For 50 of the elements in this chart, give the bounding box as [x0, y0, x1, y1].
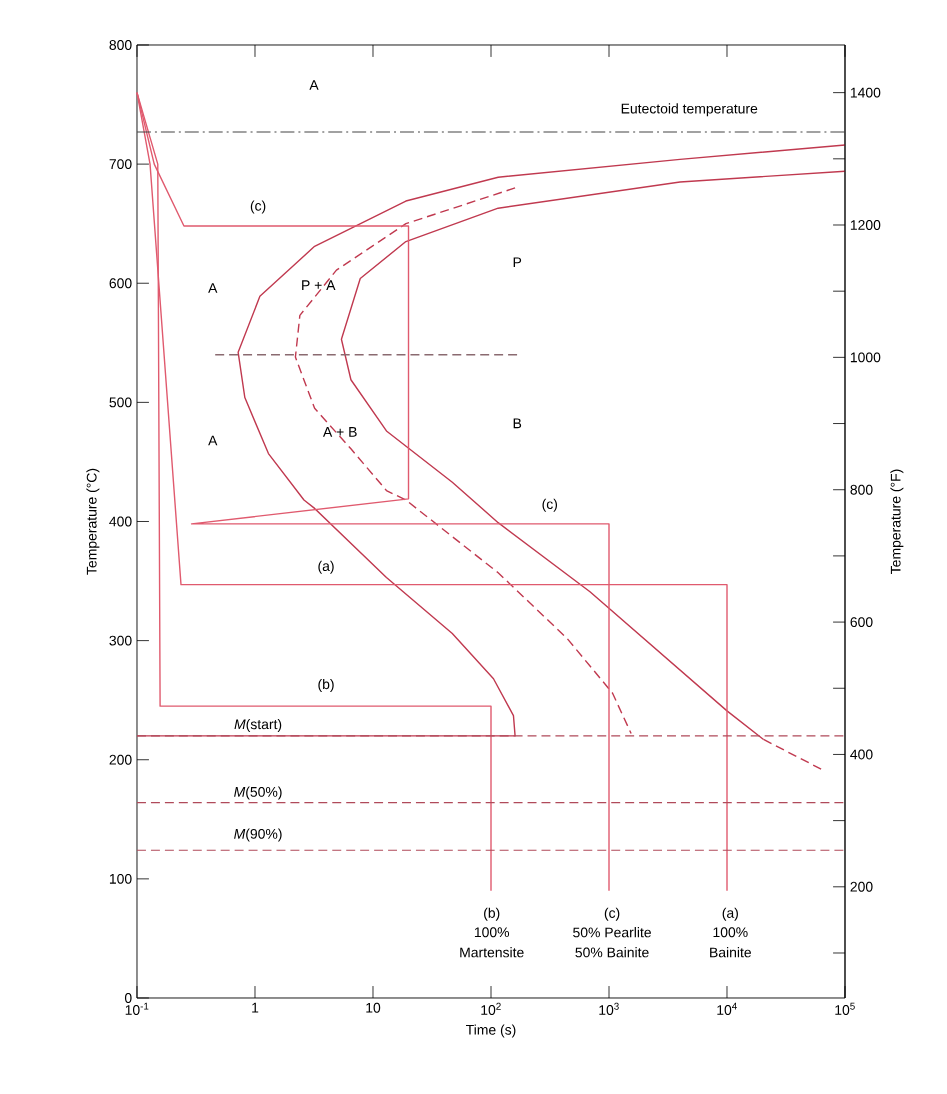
y2-tick-label: 1000 — [850, 352, 881, 363]
x-tick-label: 10 — [366, 1002, 381, 1013]
annotation: Martensite — [460, 947, 524, 958]
y-tick-label: 600 — [109, 278, 132, 289]
y-tick-label: 500 — [109, 397, 132, 408]
x-tick-label: 10$^{5}$ — [835, 1002, 855, 1015]
annotation: Eutectoid temperature — [621, 103, 758, 117]
annotation: (a) — [722, 907, 738, 921]
y-tick-label: 100 — [109, 873, 132, 884]
y2-tick-label: 1200 — [850, 220, 881, 230]
y2-tick-label: 1400 — [850, 87, 881, 98]
annotation: P + A — [302, 280, 336, 290]
annotation: 50% Bainite — [575, 947, 649, 958]
y2-tick-label: 400 — [850, 749, 873, 760]
annotation: (c) — [604, 907, 620, 921]
y-tick-label: 300 — [109, 635, 132, 646]
y-axis-title: Temperature (°C) — [86, 468, 100, 575]
annotation: (c) — [250, 200, 266, 214]
annotation: A — [208, 435, 218, 446]
y2-tick-label: 800 — [850, 484, 873, 495]
annotation: P — [513, 257, 522, 268]
annotation: A + B — [322, 427, 357, 437]
y-tick-label: 800 — [109, 40, 132, 50]
annotation: M(start) — [234, 718, 282, 732]
y-tick-label: 700 — [109, 159, 132, 170]
y2-tick-label: 600 — [850, 617, 873, 628]
x-axis-title: Time (s) — [466, 1024, 516, 1038]
x-tick-label: 10$^{2}$ — [481, 1002, 501, 1015]
annotation: 50% Pearlite — [573, 927, 651, 938]
x-tick-label: 10$^{-1}$ — [125, 1002, 149, 1015]
annotation: M(90%) — [234, 828, 282, 842]
x-tick-label: 10$^{3}$ — [599, 1002, 619, 1015]
annotation: M(50%) — [234, 786, 282, 800]
annotation: (c) — [542, 498, 558, 512]
y-tick-label: 200 — [109, 754, 132, 765]
annotation: 100% — [713, 927, 748, 938]
annotation: A — [309, 80, 319, 90]
x-tick-label: 10$^{4}$ — [717, 1002, 737, 1015]
annotation: B — [513, 418, 522, 429]
annotation: (b) — [318, 678, 334, 692]
annotation: (b) — [484, 907, 500, 921]
y2-axis-title: Temperature (°F) — [890, 469, 904, 574]
annotation: A — [208, 283, 218, 293]
y-tick-label: 0 — [124, 993, 132, 1003]
y2-tick-label: 200 — [850, 881, 873, 892]
annotation: 100% — [474, 927, 510, 938]
y-tick-label: 400 — [109, 516, 132, 527]
annotation: Bainite — [710, 947, 751, 958]
x-tick-label: 1 — [252, 1002, 259, 1013]
annotation: (a) — [318, 560, 334, 574]
